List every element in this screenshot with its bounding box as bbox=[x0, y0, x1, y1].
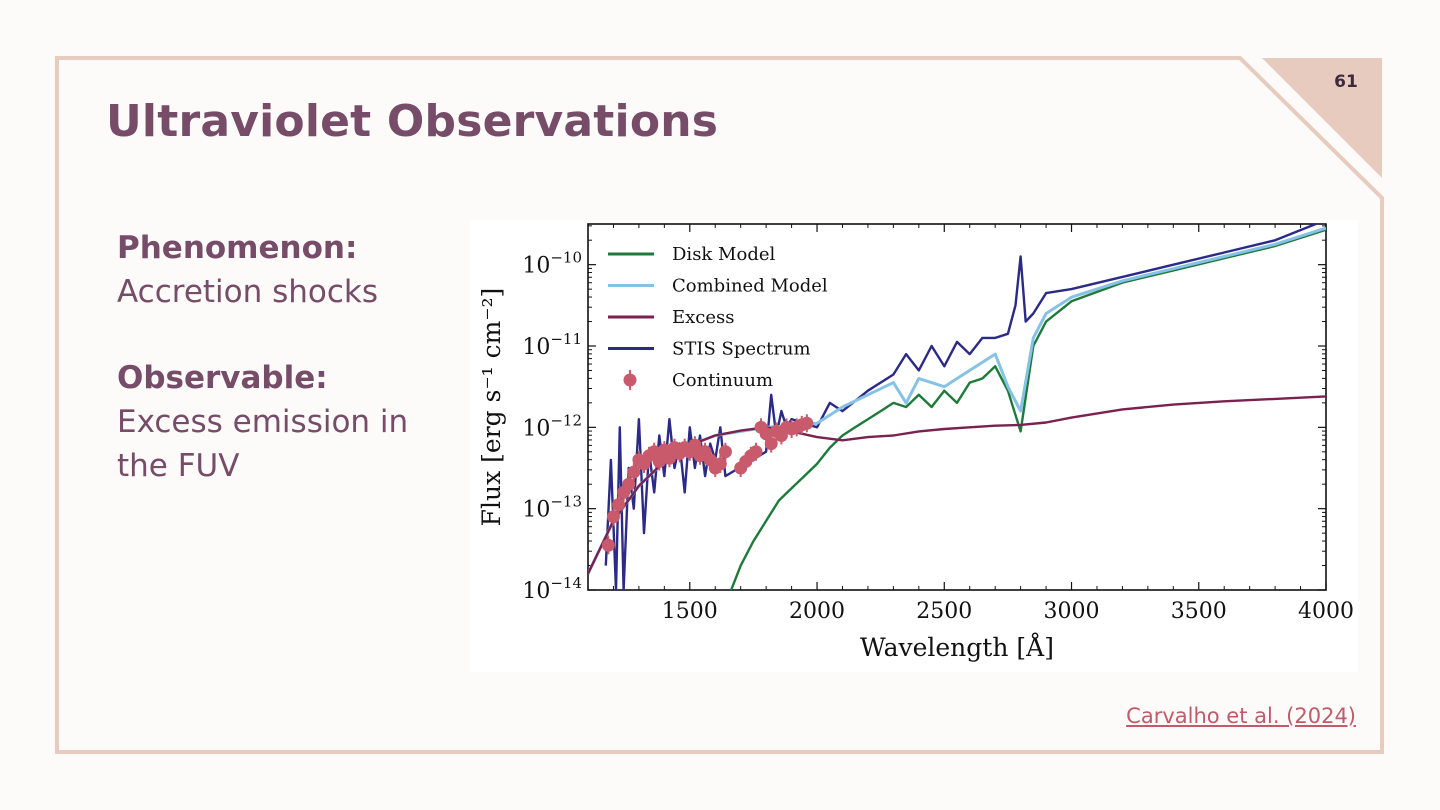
continuum-point bbox=[652, 454, 666, 468]
observable-text: Excess emission in the FUV bbox=[117, 404, 409, 484]
phenomenon-text: Accretion shocks bbox=[117, 274, 379, 310]
legend-label-disk-model: Disk Model bbox=[672, 244, 775, 265]
corner-fold bbox=[1262, 58, 1382, 178]
continuum-point bbox=[662, 451, 676, 465]
continuum-point bbox=[713, 457, 727, 471]
slide-title: Ultraviolet Observations bbox=[106, 96, 719, 147]
y-axis-label: Flux [erg s⁻¹ cm⁻²] bbox=[477, 288, 506, 527]
observable-block: Observable: Excess emission in the FUV bbox=[117, 356, 447, 488]
flux-chart-svg: 1500 2000 2500 3000 3500 4000 10−10 10−11 10−12 1… bbox=[477, 223, 1354, 662]
x-tick-label: 3000 bbox=[1044, 599, 1100, 624]
legend-label-excess: Excess bbox=[672, 307, 735, 328]
continuum-point bbox=[764, 437, 778, 451]
chart-legend: Disk Model Combined Model Excess STIS Spect… bbox=[608, 244, 828, 391]
continuum-point bbox=[606, 510, 620, 524]
continuum-point bbox=[800, 416, 814, 430]
y-tick-label: 10−14 bbox=[522, 574, 582, 604]
plot-frame bbox=[587, 223, 1327, 591]
x-tick-label: 1500 bbox=[662, 599, 718, 624]
observable-heading: Observable: bbox=[117, 360, 328, 396]
legend-label-continuum: Continuum bbox=[672, 370, 773, 391]
x-tick-label: 2500 bbox=[916, 599, 972, 624]
phenomenon-heading: Phenomenon: bbox=[117, 230, 358, 266]
x-axis-label: Wavelength [Å] bbox=[860, 632, 1054, 662]
continuum-point bbox=[749, 445, 763, 459]
legend-label-combined-model: Combined Model bbox=[672, 276, 828, 297]
excess-line bbox=[588, 395, 1326, 575]
x-tick-label: 4000 bbox=[1298, 599, 1354, 624]
continuum-point bbox=[601, 538, 615, 552]
page-number: 61 bbox=[1334, 72, 1358, 92]
series-group bbox=[588, 224, 1326, 590]
continuum-point bbox=[688, 438, 702, 452]
continuum-point bbox=[627, 465, 641, 479]
y-tick-label: 10−13 bbox=[522, 493, 582, 523]
x-tick-label: 2000 bbox=[789, 599, 845, 624]
x-tick-label: 3500 bbox=[1171, 599, 1227, 624]
continuum-point bbox=[622, 477, 636, 491]
legend-label-stis-spectrum: STIS Spectrum bbox=[672, 339, 811, 360]
y-tick-label: 10−10 bbox=[522, 249, 582, 279]
phenomenon-block: Phenomenon: Accretion shocks bbox=[117, 226, 447, 314]
stis-spectrum-line bbox=[604, 224, 1319, 590]
continuum-point bbox=[718, 445, 732, 459]
disk-model-line bbox=[729, 228, 1326, 590]
citation-link[interactable]: Carvalho et al. (2024) bbox=[1126, 704, 1356, 728]
flux-chart: 1500 2000 2500 3000 3500 4000 10−10 10−11 10−12 1… bbox=[470, 220, 1358, 672]
continuum-point bbox=[759, 427, 773, 441]
continuum-point bbox=[647, 445, 661, 459]
legend-swatch-continuum bbox=[623, 373, 637, 387]
continuum-point bbox=[612, 498, 626, 512]
y-tick-label: 10−11 bbox=[522, 330, 582, 360]
y-tick-label: 10−12 bbox=[522, 411, 582, 441]
